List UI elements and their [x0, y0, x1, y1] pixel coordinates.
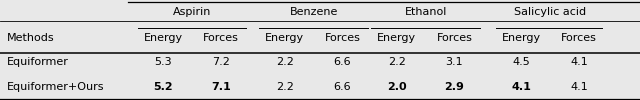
Text: Energy: Energy	[502, 33, 541, 43]
Text: Ethanol: Ethanol	[404, 7, 447, 17]
Text: Salicylic acid: Salicylic acid	[515, 7, 586, 17]
Text: 5.3: 5.3	[154, 57, 172, 67]
Text: 4.1: 4.1	[570, 57, 588, 67]
Text: Forces: Forces	[436, 33, 472, 43]
Text: Aspirin: Aspirin	[173, 7, 211, 17]
Text: 2.0: 2.0	[387, 82, 406, 92]
Text: Forces: Forces	[203, 33, 239, 43]
Text: 6.6: 6.6	[333, 57, 351, 67]
Text: 5.2: 5.2	[154, 82, 173, 92]
Text: Energy: Energy	[377, 33, 417, 43]
Text: Forces: Forces	[324, 33, 360, 43]
Text: Forces: Forces	[561, 33, 597, 43]
Text: Methods: Methods	[6, 33, 54, 43]
Text: 4.5: 4.5	[513, 57, 531, 67]
Text: 6.6: 6.6	[333, 82, 351, 92]
Text: 2.2: 2.2	[276, 82, 294, 92]
Text: 7.1: 7.1	[211, 82, 230, 92]
Text: 3.1: 3.1	[445, 57, 463, 67]
Text: 2.2: 2.2	[276, 57, 294, 67]
Text: 2.2: 2.2	[388, 57, 406, 67]
Text: Energy: Energy	[143, 33, 183, 43]
Text: Equiformer: Equiformer	[6, 57, 68, 67]
Text: 4.1: 4.1	[511, 82, 532, 92]
Text: 2.9: 2.9	[444, 82, 465, 92]
Text: 7.2: 7.2	[212, 57, 230, 67]
Text: 4.1: 4.1	[570, 82, 588, 92]
Text: Benzene: Benzene	[289, 7, 338, 17]
Text: Equiformer+Ours: Equiformer+Ours	[6, 82, 104, 92]
Text: Energy: Energy	[265, 33, 305, 43]
